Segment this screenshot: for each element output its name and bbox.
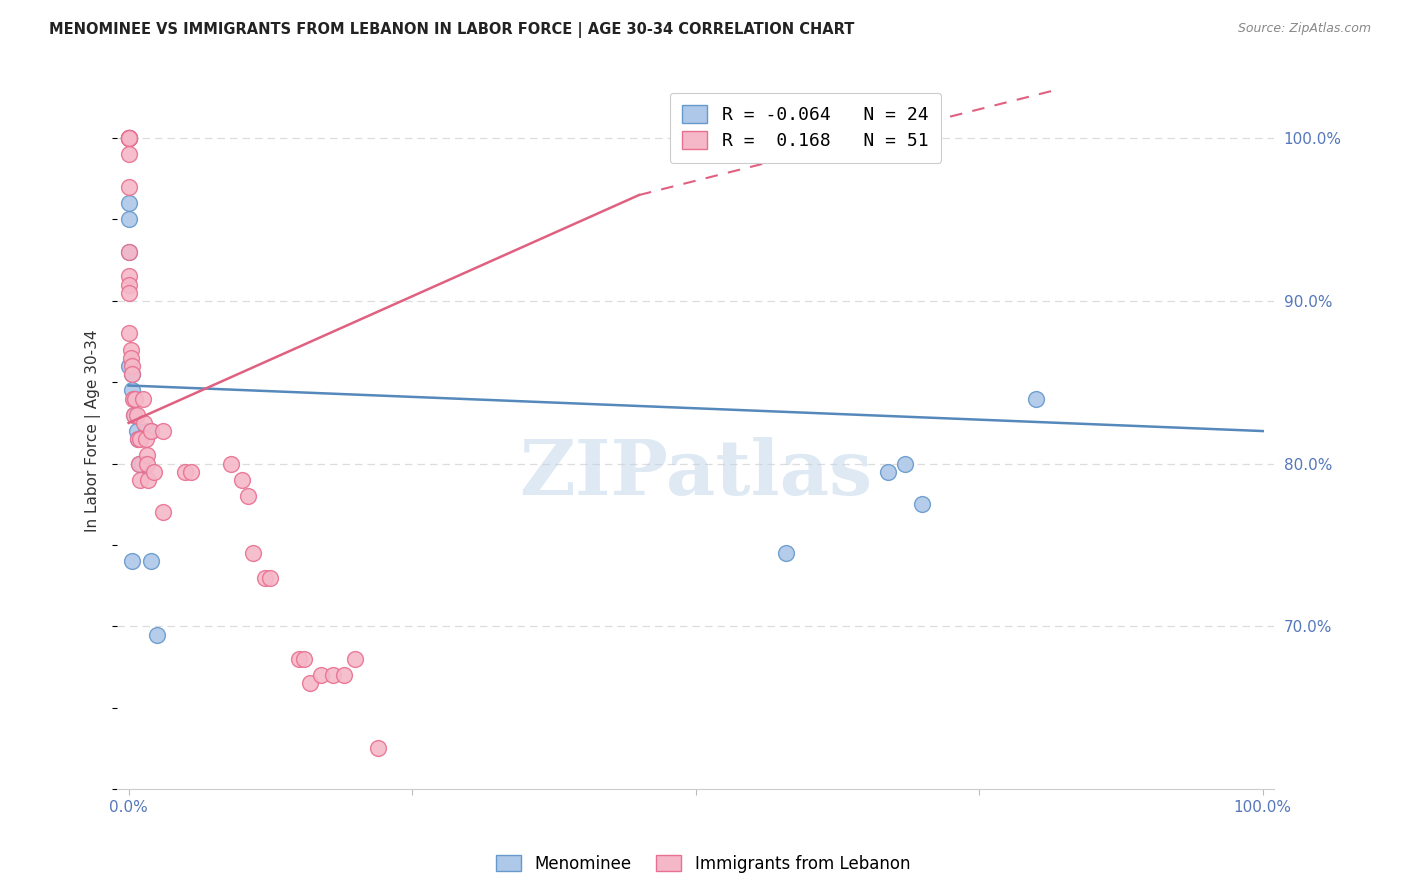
Point bbox=[117, 269, 139, 284]
Point bbox=[117, 131, 139, 145]
Point bbox=[152, 505, 174, 519]
Point bbox=[135, 424, 157, 438]
Point bbox=[121, 554, 143, 568]
Point bbox=[117, 285, 139, 300]
Point bbox=[121, 367, 143, 381]
Point bbox=[294, 652, 316, 666]
Point bbox=[125, 424, 148, 438]
Point bbox=[141, 424, 163, 438]
Point bbox=[219, 457, 242, 471]
Point bbox=[117, 147, 139, 161]
Point bbox=[129, 473, 152, 487]
Point bbox=[117, 131, 139, 145]
Point bbox=[127, 432, 149, 446]
Text: MENOMINEE VS IMMIGRANTS FROM LEBANON IN LABOR FORCE | AGE 30-34 CORRELATION CHAR: MENOMINEE VS IMMIGRANTS FROM LEBANON IN … bbox=[49, 22, 855, 38]
Point bbox=[120, 351, 142, 365]
Point bbox=[242, 546, 264, 560]
Point bbox=[128, 457, 150, 471]
Point bbox=[344, 652, 367, 666]
Point bbox=[333, 668, 356, 682]
Point bbox=[117, 131, 139, 145]
Point bbox=[121, 367, 143, 381]
Point bbox=[132, 392, 155, 406]
Point bbox=[174, 465, 197, 479]
Point bbox=[180, 465, 202, 479]
Point bbox=[125, 408, 148, 422]
Point bbox=[367, 741, 389, 756]
Point bbox=[117, 131, 139, 145]
Point bbox=[117, 131, 139, 145]
Legend: R = -0.064   N = 24, R =  0.168   N = 51: R = -0.064 N = 24, R = 0.168 N = 51 bbox=[669, 93, 941, 163]
Point bbox=[117, 131, 139, 145]
Text: ZIPatlas: ZIPatlas bbox=[519, 437, 872, 511]
Point bbox=[311, 668, 333, 682]
Point bbox=[124, 392, 146, 406]
Point bbox=[135, 457, 157, 471]
Point bbox=[135, 432, 157, 446]
Y-axis label: In Labor Force | Age 30-34: In Labor Force | Age 30-34 bbox=[86, 330, 101, 533]
Point bbox=[877, 465, 900, 479]
Point bbox=[117, 180, 139, 194]
Point bbox=[259, 570, 281, 584]
Point bbox=[121, 359, 143, 373]
Point bbox=[117, 131, 139, 145]
Point bbox=[120, 343, 142, 357]
Point bbox=[287, 652, 309, 666]
Point bbox=[117, 277, 139, 292]
Point bbox=[121, 384, 143, 398]
Point bbox=[122, 392, 145, 406]
Point bbox=[124, 392, 146, 406]
Point bbox=[253, 570, 276, 584]
Point bbox=[128, 457, 150, 471]
Point bbox=[136, 473, 159, 487]
Legend: Menominee, Immigrants from Lebanon: Menominee, Immigrants from Lebanon bbox=[489, 848, 917, 880]
Point bbox=[134, 416, 156, 430]
Point bbox=[117, 326, 139, 341]
Point bbox=[131, 457, 153, 471]
Point bbox=[152, 424, 174, 438]
Point bbox=[117, 131, 139, 145]
Point bbox=[117, 212, 139, 227]
Point bbox=[299, 676, 322, 690]
Point bbox=[1025, 392, 1047, 406]
Point bbox=[129, 432, 152, 446]
Point bbox=[146, 627, 169, 641]
Point bbox=[127, 432, 149, 446]
Point bbox=[117, 359, 139, 373]
Point bbox=[142, 465, 165, 479]
Point bbox=[141, 554, 163, 568]
Point bbox=[135, 449, 157, 463]
Point bbox=[124, 408, 146, 422]
Text: Source: ZipAtlas.com: Source: ZipAtlas.com bbox=[1237, 22, 1371, 36]
Point bbox=[894, 457, 917, 471]
Point bbox=[124, 408, 146, 422]
Point bbox=[117, 196, 139, 211]
Point bbox=[322, 668, 344, 682]
Point bbox=[141, 424, 163, 438]
Point bbox=[775, 546, 797, 560]
Point bbox=[236, 489, 259, 503]
Point bbox=[911, 497, 934, 511]
Point bbox=[117, 245, 139, 260]
Point bbox=[231, 473, 253, 487]
Point bbox=[117, 245, 139, 260]
